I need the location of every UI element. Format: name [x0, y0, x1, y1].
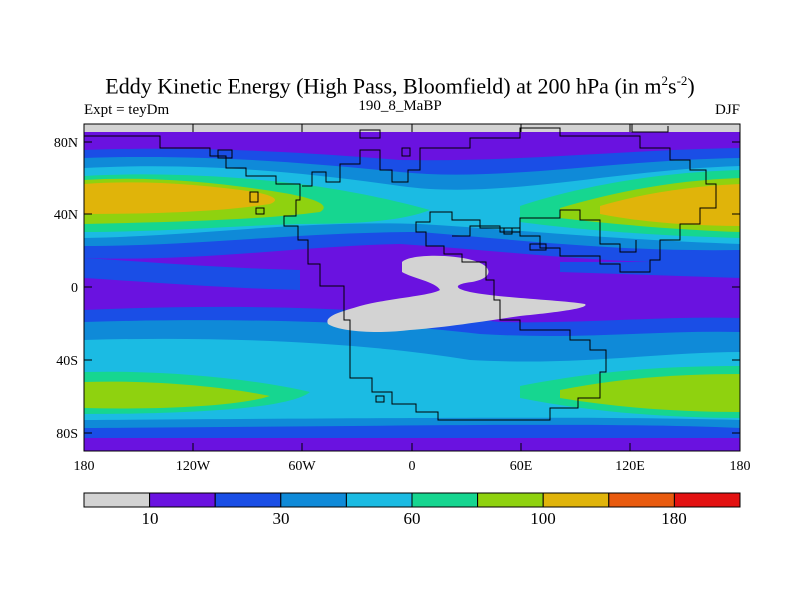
colorbar-box-5: [411, 492, 479, 508]
colorbar-box-8: [608, 492, 675, 508]
y-label-80n: 80N: [54, 136, 78, 151]
y-label-40s: 40S: [56, 354, 78, 369]
x-label-60w: 60W: [288, 459, 316, 474]
colorbar-label-180: 180: [661, 509, 687, 528]
contour-sh-green-west: [84, 381, 270, 409]
x-label-180w: 180: [74, 459, 95, 474]
contour-tropics-blue: [84, 258, 300, 290]
colorbar-label-30: 30: [273, 509, 290, 528]
colorbar-label-10: 10: [142, 509, 159, 528]
colorbar-label-60: 60: [404, 509, 421, 528]
y-label-80s: 80S: [56, 427, 78, 442]
colorbar-labels: 10 30 60 100 180: [142, 509, 687, 528]
y-label-0: 0: [71, 281, 78, 296]
outline-island-8: [359, 129, 381, 139]
contour-sh-green-east: [560, 374, 740, 412]
season-label: DJF: [714, 102, 740, 118]
axis-ticks: [84, 124, 740, 451]
x-label-60e: 60E: [510, 459, 533, 474]
outline-island-5: [503, 227, 513, 235]
colorbar-box-1: [149, 492, 216, 508]
colorbar-box-6: [477, 492, 544, 508]
run-label: 190_8_MaBP: [358, 98, 442, 114]
colorbar-box-0: [83, 492, 151, 508]
filled-contours: [84, 124, 740, 451]
x-label-0: 0: [409, 459, 416, 474]
colorbar-box-3: [280, 492, 347, 508]
outline-island-6: [529, 243, 547, 251]
x-label-180e: 180: [730, 459, 751, 474]
outline-island-7: [375, 395, 385, 403]
continent-outlines: [84, 124, 717, 421]
outline-island-3: [217, 149, 233, 159]
colorbar-box-2: [214, 492, 282, 508]
colorbar-label-100: 100: [530, 509, 556, 528]
colorbar-box-9: [673, 492, 741, 508]
outline-island-4: [401, 147, 411, 157]
x-label-120e: 120E: [615, 459, 645, 474]
colorbar: [83, 492, 741, 508]
outline-island-1: [249, 191, 259, 203]
outline-ridge-east: [452, 209, 637, 253]
colorbar-box-4: [345, 492, 413, 508]
x-label-120w: 120W: [176, 459, 211, 474]
outline-island-2: [255, 207, 265, 215]
map-title: Eddy Kinetic Energy (High Pass, Bloomfie…: [105, 73, 695, 99]
experiment-label: Expt = teyDm: [84, 102, 170, 118]
outline-northern-continent: [84, 127, 717, 421]
y-label-40n: 40N: [54, 208, 78, 223]
missing-data-region: [327, 255, 586, 332]
contour-nh-yellow-west: [84, 182, 275, 214]
contour-nh-yellow-east: [600, 184, 740, 226]
colorbar-box-7: [542, 492, 610, 508]
outline-island-9: [631, 124, 669, 133]
